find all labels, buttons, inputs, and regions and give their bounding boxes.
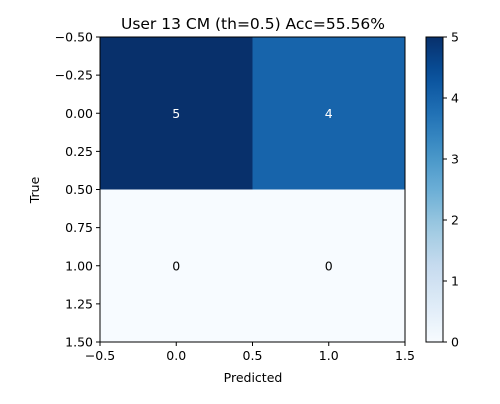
y-axis: −0.50 −0.25 0.00 0.25 0.50 0.75 1.00 1.25 1.50	[55, 30, 100, 350]
x-axis: −0.5 0.0 0.5 1.0 1.5	[85, 342, 415, 363]
colorbar-axis: 0 1 2 3 4 5	[443, 30, 459, 350]
heatmap-cell-labels: 5 4 0 0	[172, 106, 333, 274]
x-tick-label: −0.5	[85, 348, 115, 363]
chart-title: User 13 CM (th=0.5) Acc=55.56%	[121, 15, 385, 33]
x-tick-label: 1.0	[319, 348, 339, 363]
y-tick-label: 1.00	[65, 258, 93, 273]
y-axis-label: True	[27, 176, 42, 204]
heatmap-cell-r1-c0	[100, 189, 253, 342]
y-tick-label: 0.00	[65, 106, 93, 121]
colorbar-tick-label: 0	[451, 335, 459, 350]
colorbar-tick-label: 4	[451, 91, 459, 106]
colorbar-tick-label: 1	[451, 274, 459, 289]
heatmap-cell-r0-c0	[100, 37, 253, 190]
x-tick-label: 0.5	[243, 348, 263, 363]
y-tick-label: −0.50	[55, 30, 93, 45]
cell-label-r1-c1: 0	[325, 258, 333, 273]
colorbar-tick-label: 3	[451, 152, 459, 167]
heatmap-cell-r0-c1	[252, 37, 405, 190]
cell-label-r1-c0: 0	[172, 258, 180, 273]
x-axis-label: Predicted	[224, 370, 283, 385]
y-tick-label: 0.50	[65, 182, 93, 197]
colorbar-tick-label: 5	[451, 30, 459, 45]
colorbar	[425, 36, 444, 343]
y-tick-label: 1.25	[65, 296, 93, 311]
heatmap-cells	[100, 37, 405, 342]
x-tick-label: 1.5	[395, 348, 415, 363]
x-tick-label: 0.0	[166, 348, 186, 363]
colorbar-tick-label: 2	[451, 213, 459, 228]
cell-label-r0-c0: 5	[172, 106, 180, 121]
y-tick-label: 1.50	[65, 335, 93, 350]
cell-label-r0-c1: 4	[325, 106, 333, 121]
heatmap-cell-r1-c1	[252, 189, 405, 342]
y-tick-label: 0.25	[65, 144, 93, 159]
y-tick-label: 0.75	[65, 220, 93, 235]
y-tick-label: −0.25	[55, 68, 93, 83]
